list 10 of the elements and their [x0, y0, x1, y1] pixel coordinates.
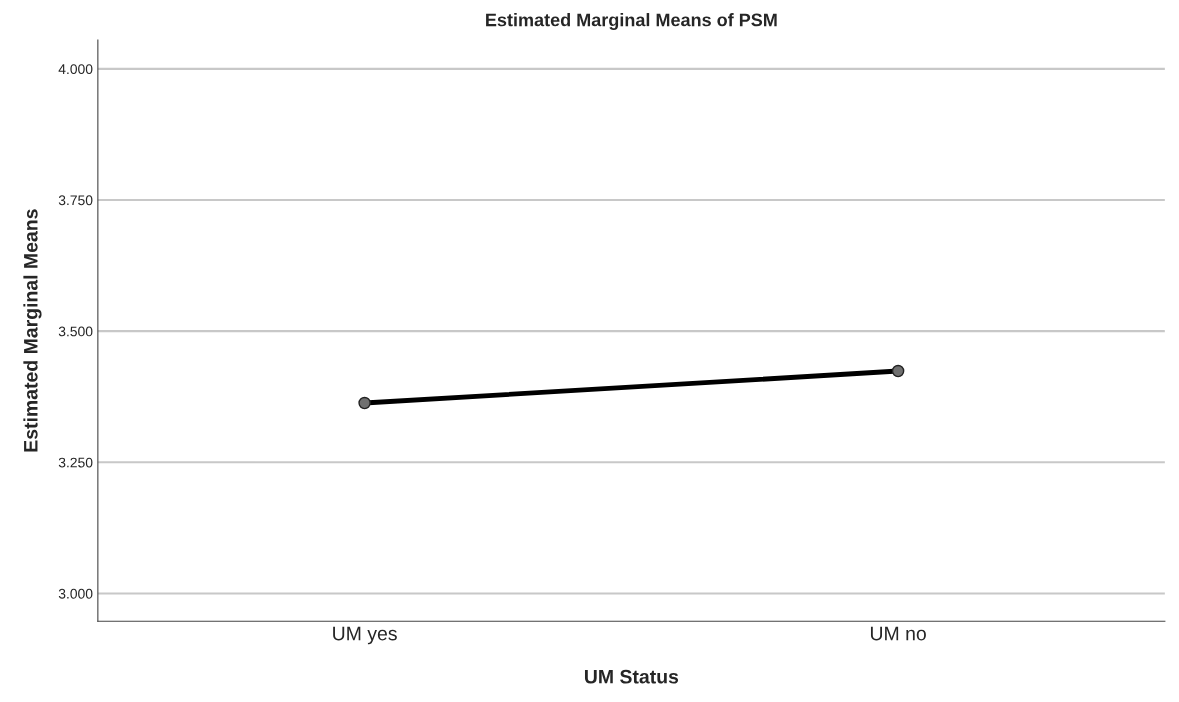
y-tick-label: 3.250 — [58, 457, 93, 468]
y-tick-label: 3.750 — [58, 195, 93, 206]
x-axis-title: UM Status — [584, 669, 679, 684]
y-tick-label: 3.000 — [58, 588, 93, 599]
y-axis-title: Estimated Marginal Means — [23, 209, 42, 452]
x-tick-label: UM no — [870, 626, 926, 641]
chart-title: Estimated Marginal Means of PSM — [486, 13, 777, 30]
y-tick-label: 3.500 — [58, 326, 93, 337]
y-tick-label: 4.000 — [58, 64, 93, 75]
x-tick-label: UM yes — [333, 626, 397, 645]
